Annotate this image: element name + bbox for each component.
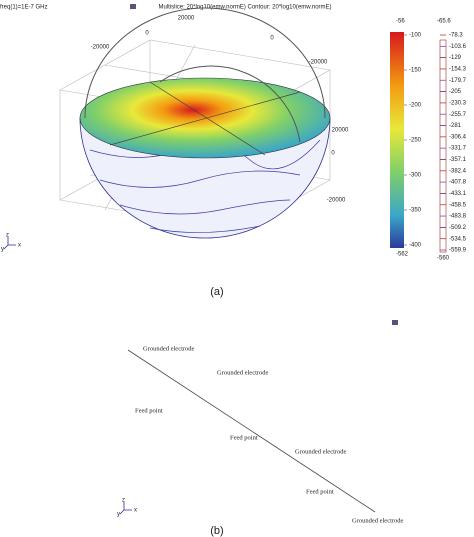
colorbar-tick-label: -458.5 <box>449 202 467 208</box>
colorbar-tick-label: -407.8 <box>449 180 467 186</box>
colorbar-tick-label: -103.6 <box>449 44 467 50</box>
triad-label: z <box>122 498 125 504</box>
colorbar-tick-label: -350 <box>409 208 422 214</box>
colorbar-max: -65.6 <box>437 19 451 25</box>
icon <box>392 320 398 325</box>
electrode-label: Grounded electrode <box>295 448 347 455</box>
colorbar-tick-label: -281 <box>449 123 462 129</box>
colorbar-tick-label: -559.9 <box>449 248 467 254</box>
colorbar-tick-label: -255.7 <box>449 112 467 118</box>
colorbar-tick-label: -230.3 <box>449 100 467 106</box>
axis-label: 20000 <box>332 128 349 134</box>
electrode-label: Feed point <box>306 488 334 495</box>
colorbar-tick-label: -250 <box>409 138 422 144</box>
triad-label: x <box>134 508 137 514</box>
colorbar-tick-label: -306.4 <box>449 134 467 140</box>
electrode-label: Feed point <box>135 407 163 414</box>
caption: (b) <box>210 525 223 537</box>
triad-label: z <box>6 233 9 239</box>
colorbar-tick-label: -357.1 <box>449 157 467 163</box>
colorbar-main <box>390 32 404 248</box>
colorbar-tick-label: -534.5 <box>449 236 467 242</box>
colorbar-tick-label: -433.1 <box>449 191 467 197</box>
icon <box>130 4 136 9</box>
colorbar-tick-label: -150 <box>409 68 422 74</box>
colorbar-tick-label: -382.4 <box>449 168 467 174</box>
electrode-label: Grounded electrode <box>217 369 269 376</box>
triad-label: y <box>1 247 4 253</box>
hemisphere <box>79 7 331 239</box>
colorbar-max: -56 <box>396 19 405 25</box>
colorbar-tick-label: -205 <box>449 89 462 95</box>
axis-triad <box>3 237 16 250</box>
colorbar-tick-label: -331.7 <box>449 146 467 152</box>
axis-label: 0 <box>145 31 149 37</box>
electrode-label: Grounded electrode <box>143 345 195 352</box>
colorbar-min: -560 <box>437 256 450 262</box>
colorbar-tick-label: -78.3 <box>449 33 463 39</box>
axis-label: 0 <box>270 36 274 42</box>
electrode-label: Grounded electrode <box>352 517 404 524</box>
axis-triad <box>119 502 132 515</box>
colorbar-contour <box>439 39 447 253</box>
colorbar-tick-label: -179.7 <box>449 78 467 84</box>
triad-label: x <box>18 243 21 249</box>
axis-label: 0 <box>331 151 335 157</box>
colorbar-tick-label: -100 <box>409 33 422 39</box>
axis-label: 20000 <box>178 16 195 22</box>
colorbar-tick-label: -129 <box>449 55 462 61</box>
colorbar-tick-label: -200 <box>409 103 422 109</box>
electrode-label: Feed point <box>230 434 258 441</box>
axis-label: -20000 <box>91 45 110 51</box>
axis-label: -20000 <box>327 198 346 204</box>
colorbar-tick-label: -483.8 <box>449 214 467 220</box>
electrode-line <box>127 349 376 513</box>
plot-title: Multislice: 20*log10(emw.normE) Contour:… <box>158 5 331 11</box>
colorbar-min: -562 <box>396 252 409 258</box>
axis-label: -20000 <box>309 60 328 66</box>
colorbar-tick-label: -400 <box>409 243 422 249</box>
triad-label: y <box>117 512 120 518</box>
header: freq(1)=1E-7 GHz <box>0 5 48 11</box>
colorbar-tick-label: -154.3 <box>449 67 467 73</box>
colorbar-tick-label: -509.2 <box>449 225 467 231</box>
colorbar-tick-label: -300 <box>409 173 422 179</box>
caption: (a) <box>210 286 223 298</box>
